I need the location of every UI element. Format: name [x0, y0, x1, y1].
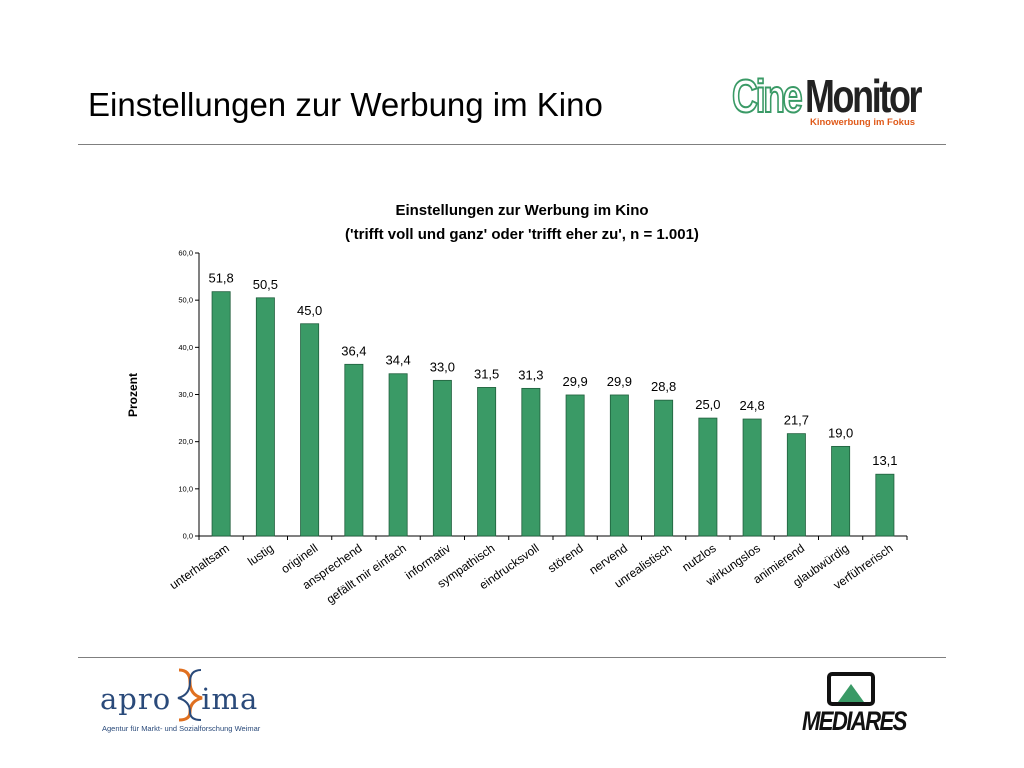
data-label-14: 21,7: [784, 413, 809, 428]
bar-6: [432, 379, 452, 537]
y-tick-label: 0,0: [183, 532, 193, 541]
bar-10: [609, 394, 629, 537]
cinemonitor-logo-cine: Cine: [731, 70, 803, 122]
data-label-13: 24,8: [739, 398, 764, 413]
aproxima-wordmark: apro ima: [100, 682, 258, 716]
category-label-5: gefällt mir einfach: [324, 541, 409, 606]
top-divider: [78, 144, 946, 145]
data-label-8: 31,3: [518, 367, 543, 382]
data-label-4: 36,4: [341, 343, 366, 358]
bar-12: [698, 417, 718, 537]
cinemonitor-tagline: Kinowerbung im Fokus: [810, 117, 916, 128]
chart-title: Einstellungen zur Werbung im Kino: [395, 202, 649, 219]
data-label-16: 13,1: [872, 453, 897, 468]
data-label-2: 50,5: [253, 277, 278, 292]
bar-chart: 0,0 10,0 20,0 30,0 40,0 50,0 60,0 51,8 unterhal…: [126, 249, 908, 606]
mediares-logo: MEDIARES: [802, 672, 912, 736]
slide-title: Einstellungen zur Werbung im Kino: [88, 86, 603, 123]
bar-4: [344, 363, 364, 537]
bottom-divider: [78, 657, 946, 658]
mediares-screen-icon: [827, 672, 875, 706]
bar-15: [831, 445, 851, 537]
bar-1: [211, 291, 231, 537]
data-label-6: 33,0: [430, 359, 455, 374]
y-tick-label: 10,0: [178, 484, 193, 493]
y-tick-label: 50,0: [178, 296, 193, 305]
data-label-7: 31,5: [474, 366, 499, 381]
y-tick-label: 60,0: [178, 249, 193, 258]
cinemonitor-logo: Cine Monitor Kinowerbung im Fokus: [731, 70, 942, 130]
y-axis-label: Prozent: [126, 373, 140, 417]
aproxima-x-icon: [177, 668, 203, 722]
data-label-15: 19,0: [828, 425, 853, 440]
bar-14: [786, 433, 806, 537]
data-label-5: 34,4: [385, 353, 410, 368]
data-label-1: 51,8: [208, 271, 233, 286]
bar-3: [300, 323, 320, 537]
data-label-11: 28,8: [651, 379, 676, 394]
bar-11: [654, 399, 674, 537]
bar-9: [565, 394, 585, 537]
bar-5: [388, 373, 408, 537]
category-label-2: lustig: [245, 541, 276, 569]
cinemonitor-logo-monitor: Monitor: [805, 70, 922, 122]
data-label-3: 45,0: [297, 303, 322, 318]
y-tick-label: 40,0: [178, 343, 193, 352]
aproxima-subtitle: Agentur für Markt- und Sozialforschung W…: [102, 724, 261, 733]
category-label-9: störend: [545, 541, 586, 575]
bar-13: [742, 418, 762, 537]
aproxima-wordmark-right: ima: [201, 682, 259, 716]
data-label-9: 29,9: [562, 374, 587, 389]
y-tick-label: 20,0: [178, 437, 193, 446]
bar-8: [521, 387, 541, 537]
bar-7: [477, 387, 497, 537]
data-label-10: 29,9: [607, 374, 632, 389]
y-tick-label: 30,0: [178, 390, 193, 399]
data-label-12: 25,0: [695, 397, 720, 412]
bar-16: [875, 473, 895, 537]
bar-2: [255, 297, 275, 537]
aproxima-logo: apro ima Agentur für Markt- und Sozialfor…: [100, 668, 280, 738]
aproxima-wordmark-left: apro: [100, 682, 172, 716]
category-label-1: unterhaltsam: [167, 541, 232, 592]
chart-subtitle: ('trifft voll und ganz' oder 'trifft ehe…: [345, 226, 699, 243]
mediares-wordmark: MEDIARES: [802, 706, 907, 736]
